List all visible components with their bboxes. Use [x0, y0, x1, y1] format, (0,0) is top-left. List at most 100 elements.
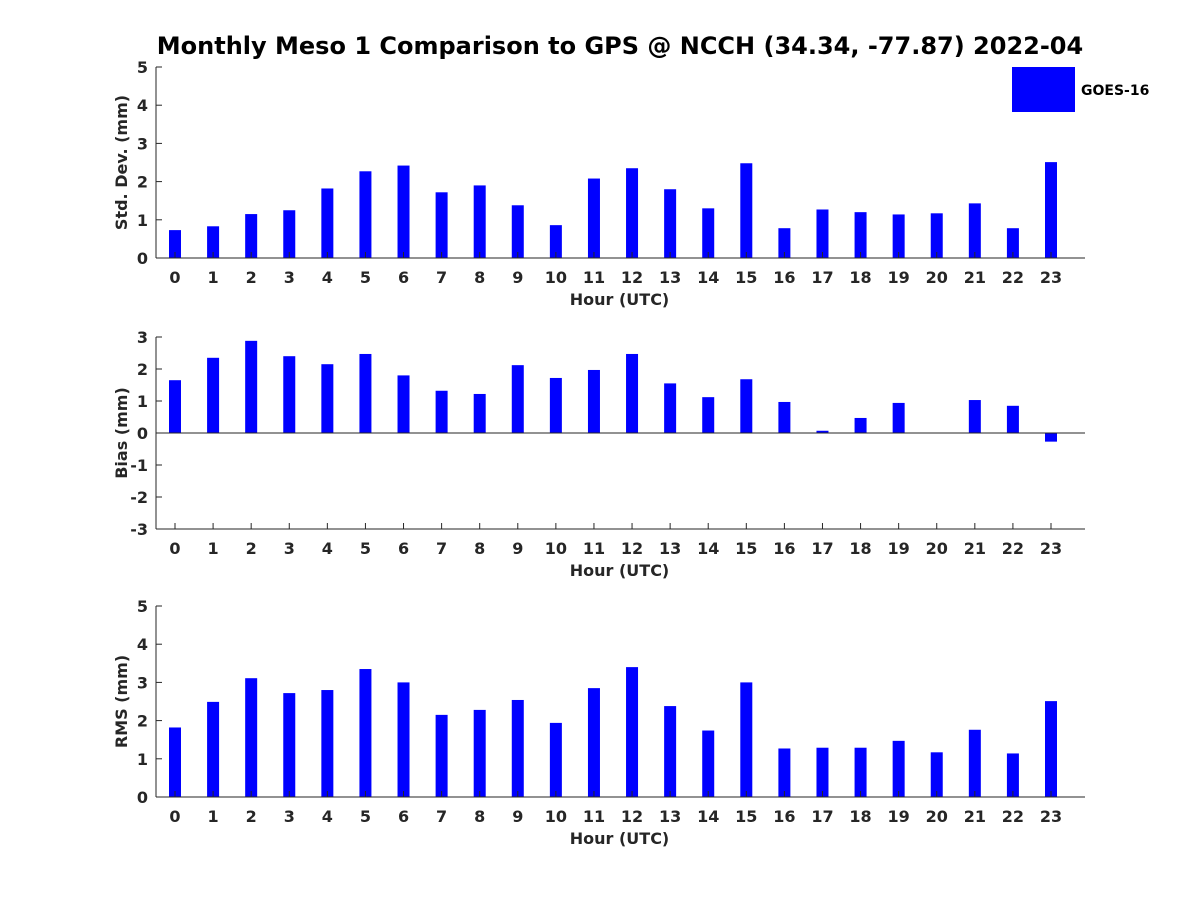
bar-11 — [587, 178, 600, 258]
x-tick-label: 10 — [545, 807, 567, 826]
y-axis-label: RMS (mm) — [112, 655, 131, 748]
bar-14 — [702, 397, 715, 433]
x-tick-label: 13 — [659, 807, 681, 826]
x-tick-label: 6 — [398, 539, 409, 558]
x-tick-label: 5 — [360, 539, 371, 558]
x-tick-label: 1 — [208, 539, 219, 558]
x-tick-label: 2 — [246, 539, 257, 558]
x-tick-label: 19 — [888, 539, 910, 558]
x-tick-label: 17 — [811, 807, 833, 826]
x-tick-label: 8 — [474, 807, 485, 826]
x-tick-label: 22 — [1002, 268, 1024, 287]
x-tick-label: 7 — [436, 807, 447, 826]
bar-2 — [245, 340, 258, 433]
legend-label: GOES-16 — [1081, 83, 1149, 99]
x-tick-label: 0 — [169, 268, 180, 287]
bar-15 — [740, 682, 753, 797]
y-tick-label: 2 — [137, 712, 148, 731]
bar-13 — [664, 189, 677, 258]
bar-22 — [1006, 405, 1019, 433]
bar-14 — [702, 730, 715, 797]
y-tick-label: 1 — [137, 392, 148, 411]
x-tick-label: 14 — [697, 539, 719, 558]
x-tick-label: 22 — [1002, 539, 1024, 558]
x-tick-label: 9 — [512, 807, 523, 826]
x-tick-label: 16 — [773, 268, 795, 287]
bar-2 — [245, 214, 258, 258]
bar-5 — [359, 353, 372, 433]
y-tick-label: 0 — [137, 249, 148, 268]
x-tick-label: 1 — [208, 807, 219, 826]
bar-12 — [626, 667, 639, 797]
x-tick-label: 9 — [512, 539, 523, 558]
bar-23 — [1045, 162, 1057, 258]
bar-17 — [816, 209, 829, 258]
y-tick-label: -3 — [130, 520, 148, 539]
x-tick-label: 3 — [284, 539, 295, 558]
bar-8 — [473, 393, 486, 433]
bar-13 — [664, 706, 677, 797]
x-tick-label: 13 — [659, 268, 681, 287]
bar-7 — [435, 390, 448, 433]
x-tick-label: 1 — [208, 268, 219, 287]
bar-4 — [321, 690, 334, 797]
y-tick-label: 5 — [137, 58, 148, 77]
x-tick-label: 10 — [545, 268, 567, 287]
y-tick-label: 2 — [137, 173, 148, 192]
bar-16 — [778, 228, 791, 258]
y-tick-label: 2 — [137, 360, 148, 379]
x-tick-label: 6 — [398, 268, 409, 287]
bar-15 — [740, 163, 753, 258]
x-tick-label: 11 — [583, 268, 605, 287]
y-tick-label: 3 — [137, 673, 148, 692]
bar-16 — [778, 748, 791, 797]
x-tick-label: 7 — [436, 268, 447, 287]
bar-2 — [245, 678, 258, 797]
bar-17 — [816, 747, 829, 797]
bar-3 — [283, 210, 296, 258]
x-tick-label: 21 — [964, 539, 986, 558]
y-tick-label: 4 — [137, 96, 148, 115]
bar-8 — [473, 185, 486, 258]
bar-17 — [816, 430, 829, 433]
x-axis-label: Hour (UTC) — [570, 561, 670, 580]
bar-18 — [854, 417, 867, 433]
x-tick-label: 10 — [545, 539, 567, 558]
bar-21 — [968, 400, 981, 433]
y-axis-label: Std. Dev. (mm) — [112, 95, 131, 230]
bar-13 — [664, 383, 677, 433]
x-tick-label: 12 — [621, 807, 643, 826]
x-tick-label: 19 — [888, 807, 910, 826]
x-tick-label: 13 — [659, 539, 681, 558]
bar-20 — [930, 752, 943, 797]
bar-23 — [1045, 433, 1057, 442]
bar-6 — [397, 375, 410, 433]
bar-16 — [778, 401, 791, 433]
x-tick-label: 18 — [849, 539, 871, 558]
bar-9 — [511, 205, 524, 258]
bar-12 — [626, 353, 639, 433]
x-tick-label: 22 — [1002, 807, 1024, 826]
x-tick-label: 16 — [773, 807, 795, 826]
bar-12 — [626, 168, 639, 258]
bar-11 — [587, 369, 600, 433]
bar-22 — [1006, 753, 1019, 797]
bar-7 — [435, 192, 448, 258]
x-tick-label: 14 — [697, 268, 719, 287]
bar-0 — [169, 727, 181, 797]
bar-3 — [283, 693, 296, 797]
bar-10 — [549, 225, 562, 258]
x-tick-label: 7 — [436, 539, 447, 558]
bar-0 — [169, 380, 181, 433]
x-axis-label: Hour (UTC) — [570, 290, 670, 309]
x-tick-label: 18 — [849, 268, 871, 287]
x-tick-label: 4 — [322, 268, 333, 287]
y-tick-label: 0 — [137, 424, 148, 443]
bar-21 — [968, 729, 981, 797]
y-tick-label: 1 — [137, 211, 148, 230]
x-tick-label: 16 — [773, 539, 795, 558]
